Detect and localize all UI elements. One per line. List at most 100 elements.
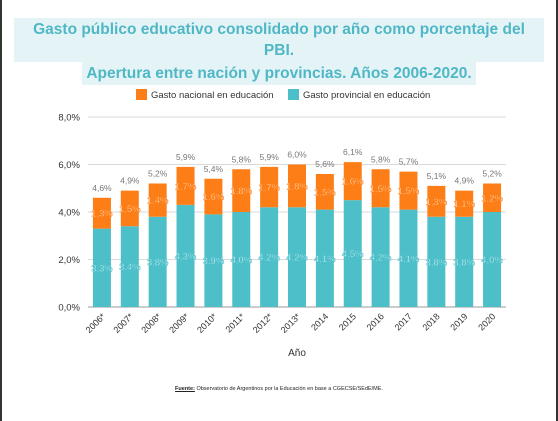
bar-national xyxy=(315,174,334,210)
bar-national xyxy=(260,166,279,208)
bar-provincial xyxy=(120,226,139,307)
x-tick-label: 2014 xyxy=(309,311,330,332)
data-label-total: 5,2% xyxy=(148,169,168,179)
bar-provincial xyxy=(343,200,362,307)
bar-provincial xyxy=(176,204,195,307)
x-tick-label: 2008* xyxy=(139,311,163,335)
data-label-provincial: 3,4% xyxy=(119,262,141,273)
data-label-national: 1,3% xyxy=(91,209,113,220)
bar-provincial xyxy=(148,216,167,307)
data-label-national: 1,5% xyxy=(398,186,420,197)
x-tick-label: 2016 xyxy=(365,311,386,332)
data-label-provincial: 4,0% xyxy=(230,255,252,266)
bar-provincial xyxy=(92,228,111,307)
x-tick-label: 2019 xyxy=(448,311,469,332)
data-label-total: 5,4% xyxy=(204,164,224,174)
x-tick-label: 2009* xyxy=(167,311,191,335)
data-label-national: 1,8% xyxy=(286,181,308,192)
data-label-national: 1,6% xyxy=(203,192,225,203)
source-note: Fuente: Observatorio de Argentinos por l… xyxy=(0,386,558,392)
bar-national xyxy=(232,169,251,212)
bar-national xyxy=(204,178,223,215)
legend-swatch-provincial xyxy=(288,89,299,100)
data-label-provincial: 3,3% xyxy=(91,263,113,274)
source-label: Fuente: xyxy=(175,386,195,392)
bar-national xyxy=(399,171,418,210)
bar-provincial xyxy=(455,216,474,307)
bar-provincial xyxy=(232,212,251,307)
data-label-provincial: 3,8% xyxy=(453,257,475,268)
data-label-provincial: 4,2% xyxy=(370,253,392,264)
data-label-national: 1,7% xyxy=(258,183,280,194)
data-label-provincial: 3,8% xyxy=(426,257,448,268)
data-label-provincial: 3,9% xyxy=(203,256,225,267)
data-label-provincial: 4,2% xyxy=(258,253,280,264)
x-tick-label: 2017 xyxy=(393,311,414,332)
bar-national xyxy=(92,197,111,229)
chart-title: Gasto público educativo consolidado por … xyxy=(14,18,544,85)
bar-national xyxy=(343,162,362,201)
bar-provincial xyxy=(204,214,223,307)
bar-provincial xyxy=(315,209,334,307)
x-tick-label: 2010* xyxy=(195,311,219,335)
bar-national xyxy=(483,183,502,212)
source-text: Observatorio de Argentinos por la Educac… xyxy=(196,386,383,392)
x-tick-label: 2015 xyxy=(337,311,358,332)
bar-national xyxy=(455,190,474,217)
y-tick-label: 6,0% xyxy=(58,160,80,171)
data-label-provincial: 4,2% xyxy=(286,253,308,264)
bar-national xyxy=(427,185,446,217)
data-label-national: 1,3% xyxy=(426,197,448,208)
data-label-total: 5,1% xyxy=(427,171,447,181)
data-label-provincial: 3,8% xyxy=(147,257,169,268)
chart-title-line-1: Gasto público educativo consolidado por … xyxy=(14,18,544,62)
data-label-total: 5,7% xyxy=(399,157,419,167)
bar-provincial xyxy=(260,207,279,307)
data-label-provincial: 4,0% xyxy=(481,255,503,266)
data-label-provincial: 4,1% xyxy=(314,254,336,265)
bar-national xyxy=(288,164,306,208)
data-label-provincial: 4,1% xyxy=(398,254,420,265)
data-label-provincial: 4,3% xyxy=(175,251,197,262)
data-label-provincial: 4,5% xyxy=(342,249,364,260)
frame-left-border xyxy=(0,0,2,421)
data-label-total: 4,9% xyxy=(455,176,475,186)
data-label-total: 5,9% xyxy=(176,152,196,162)
data-label-national: 1,8% xyxy=(230,186,252,197)
bar-provincial xyxy=(288,207,306,307)
data-label-national: 1,5% xyxy=(314,187,336,198)
data-label-total: 5,8% xyxy=(371,154,391,164)
legend-label-provincial: Gasto provincial en educación xyxy=(303,90,430,101)
x-axis-title: Año xyxy=(288,348,306,359)
data-label-national: 1,1% xyxy=(453,199,475,210)
data-label-total: 4,6% xyxy=(92,183,112,193)
data-label-national: 1,4% xyxy=(147,196,169,207)
legend-swatch-national xyxy=(136,89,147,100)
x-tick-label: 2011* xyxy=(223,311,247,335)
data-label-national: 1,5% xyxy=(370,184,392,195)
y-tick-label: 8,0% xyxy=(58,113,80,124)
data-label-total: 5,9% xyxy=(259,152,279,162)
bar-provincial xyxy=(371,207,390,307)
data-label-total: 6,0% xyxy=(287,150,307,160)
bar-provincial xyxy=(483,212,502,307)
x-tick-label: 2013* xyxy=(279,311,303,335)
data-label-total: 6,1% xyxy=(343,147,363,157)
data-label-national: 1,6% xyxy=(342,177,364,188)
bar-provincial xyxy=(427,216,446,307)
y-tick-label: 2,0% xyxy=(58,255,80,266)
y-tick-label: 4,0% xyxy=(58,208,80,219)
bar-provincial xyxy=(399,209,418,307)
bar-national xyxy=(148,183,167,217)
chart-title-line-2: Apertura entre nación y provincias. Años… xyxy=(82,62,476,85)
x-tick-label: 2012* xyxy=(251,311,275,335)
data-label-national: 1,7% xyxy=(175,181,197,192)
data-label-national: 1,5% xyxy=(119,204,141,215)
x-tick-label: 2020 xyxy=(476,311,497,332)
legend-label-national: Gasto nacional en educación xyxy=(151,90,274,101)
data-label-total: 5,2% xyxy=(482,169,502,179)
x-tick-label: 2006* xyxy=(84,311,108,335)
data-label-total: 5,6% xyxy=(315,159,335,169)
bar-national xyxy=(371,169,390,208)
